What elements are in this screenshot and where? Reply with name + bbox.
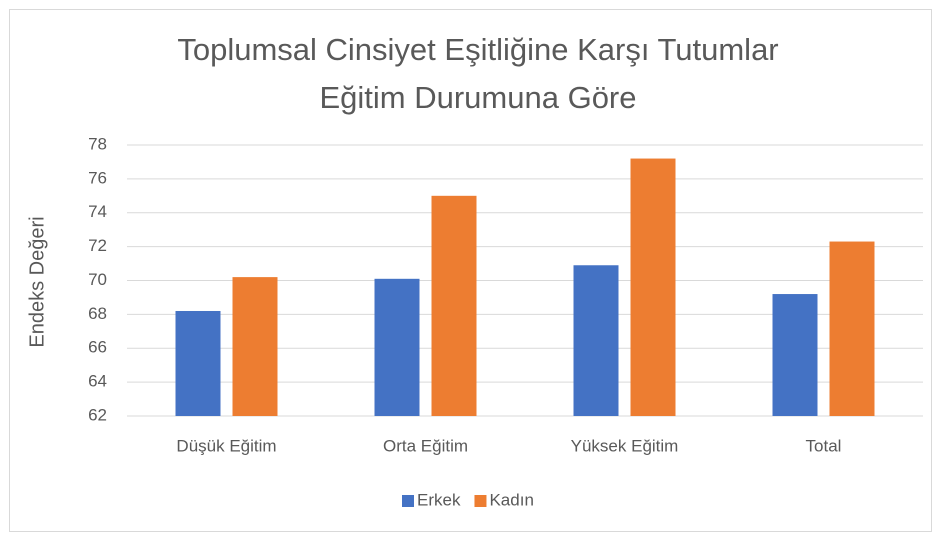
y-tick-label: 70 <box>88 270 107 289</box>
bar <box>573 265 619 416</box>
bar <box>772 294 818 416</box>
y-tick-label: 62 <box>88 405 107 424</box>
y-tick-label: 66 <box>88 338 107 357</box>
legend-label: Erkek <box>417 490 461 509</box>
bar <box>232 277 278 416</box>
bar <box>374 278 420 416</box>
legend-label: Kadın <box>489 490 533 509</box>
x-tick-label: Total <box>806 436 842 455</box>
legend-swatch <box>402 495 414 507</box>
bar <box>630 158 676 417</box>
x-tick-label: Düşük Eğitim <box>176 436 276 455</box>
bar <box>829 241 875 416</box>
y-axis-label: Endeks Değeri <box>26 216 48 347</box>
y-tick-label: 72 <box>88 236 107 255</box>
y-tick-label: 78 <box>88 134 107 153</box>
y-tick-label: 74 <box>88 202 107 221</box>
x-tick-label: Yüksek Eğitim <box>571 436 679 455</box>
bar <box>175 310 221 416</box>
chart-title: Toplumsal Cinsiyet Eşitliğine Karşı Tutu… <box>177 32 778 67</box>
chart-title: Eğitim Durumuna Göre <box>319 80 636 115</box>
y-tick-label: 64 <box>88 372 107 391</box>
x-tick-label: Orta Eğitim <box>383 436 468 455</box>
bar <box>431 195 477 416</box>
y-tick-label: 68 <box>88 304 107 323</box>
legend-swatch <box>474 495 487 507</box>
y-tick-label: 76 <box>88 168 107 187</box>
